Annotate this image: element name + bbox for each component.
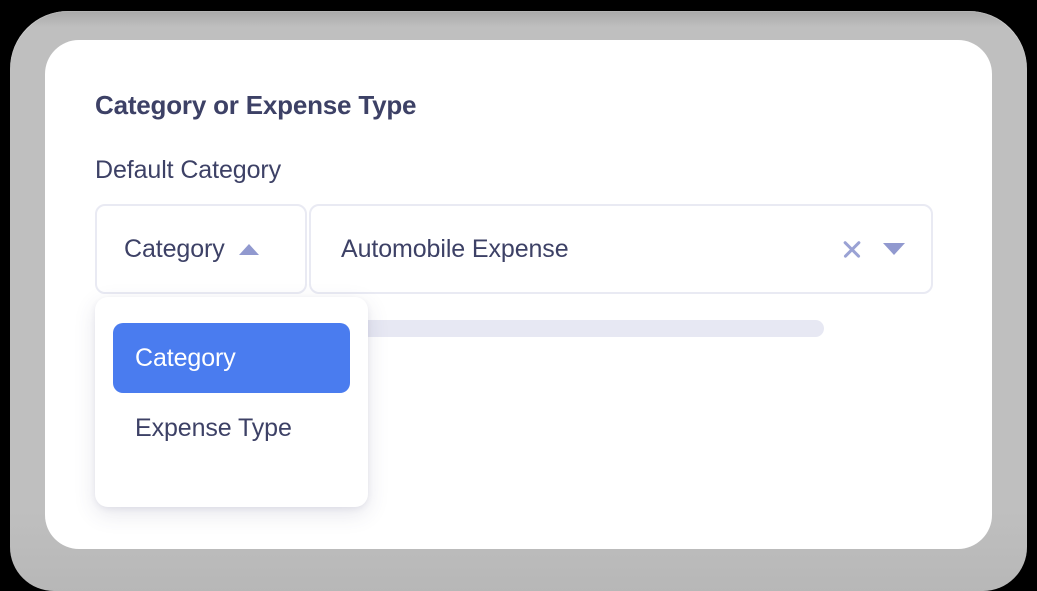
menu-item-expense-type[interactable]: Expense Type bbox=[135, 413, 292, 442]
select-type-label: Category bbox=[124, 234, 225, 263]
select-value-text: Automobile Expense bbox=[341, 234, 569, 263]
skeleton-placeholder-bar bbox=[240, 320, 824, 337]
caret-down-icon[interactable] bbox=[883, 243, 905, 255]
menu-item-category[interactable]: Category bbox=[113, 323, 350, 393]
field-label-default-category: Default Category bbox=[95, 156, 281, 184]
close-icon[interactable] bbox=[839, 236, 865, 262]
select-type-segment[interactable]: Category bbox=[95, 204, 307, 294]
select-value-segment[interactable]: Automobile Expense bbox=[309, 204, 933, 294]
page-title: Category or Expense Type bbox=[95, 90, 417, 120]
category-select-control: Category Automobile Expense bbox=[95, 204, 933, 294]
content-card: Category or Expense Type Default Categor… bbox=[45, 40, 992, 549]
type-dropdown-menu: Category Expense Type bbox=[95, 297, 368, 507]
caret-up-icon bbox=[238, 243, 259, 255]
